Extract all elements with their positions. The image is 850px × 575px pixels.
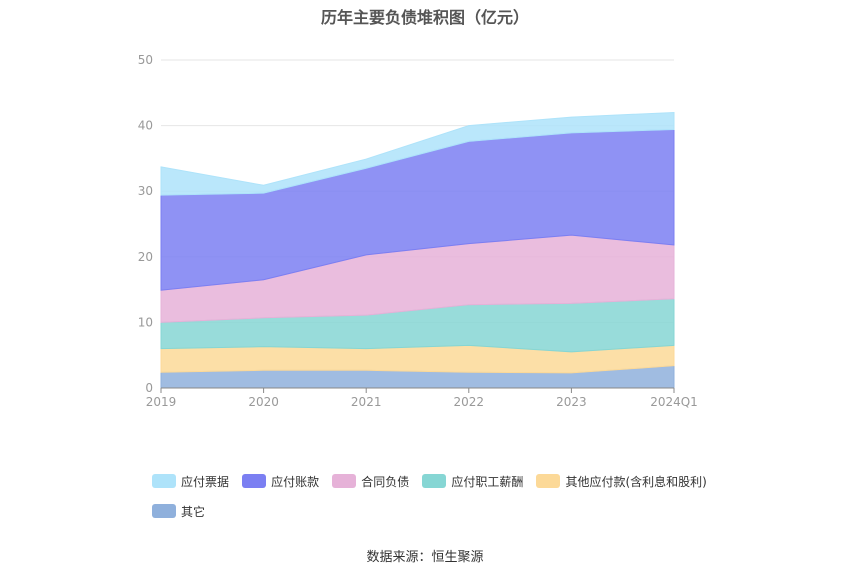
legend-swatch — [242, 474, 267, 488]
y-tick-label: 50 — [138, 53, 153, 67]
legend-swatch — [152, 474, 176, 488]
area-series — [160, 111, 675, 196]
legend-swatch — [332, 474, 357, 488]
y-tick-label: 10 — [138, 315, 153, 329]
y-tick-label: 20 — [138, 250, 153, 264]
x-tick-label: 2021 — [351, 395, 382, 409]
y-tick-label: 30 — [138, 184, 153, 198]
legend-label: 合同负债 — [361, 474, 410, 489]
legend-item-notes-payable[interactable]: 应付票据 — [152, 471, 229, 491]
legend-label: 其他应付款(含利息和股利) — [565, 474, 707, 489]
legend-swatch — [536, 474, 561, 488]
y-tick-label: 0 — [145, 381, 153, 395]
legend-item-contract-liabilities[interactable]: 合同负债 — [332, 471, 409, 491]
stacked-area-chart: 0 10 20 30 40 50 2019 2020 2021 2022 2023 2024Q1 — [138, 53, 698, 409]
x-tick-label: 2020 — [248, 395, 279, 409]
legend-item-others[interactable]: 其它 — [152, 501, 205, 521]
legend-item-other-payables[interactable]: 其他应付款(含利息和股利) — [536, 471, 707, 491]
legend-label: 其它 — [181, 504, 206, 519]
legend-label: 应付账款 — [271, 474, 320, 489]
legend-swatch — [152, 504, 176, 518]
legend-label: 应付职工薪酬 — [451, 474, 524, 489]
chart-title: 历年主要负债堆积图（亿元） — [320, 8, 529, 27]
x-tick-label: 2023 — [556, 395, 587, 409]
legend-label: 应付票据 — [181, 474, 230, 489]
x-tick-label: 2022 — [454, 395, 485, 409]
chart-legend: 应付票据 应付账款 合同负债 应付职工薪酬 其他应付款(含利息和股利) 其它 — [152, 471, 752, 531]
legend-item-employee-payable[interactable]: 应付职工薪酬 — [422, 471, 523, 491]
legend-swatch — [422, 474, 447, 488]
x-tick-label: 2024Q1 — [650, 395, 698, 409]
legend-item-accounts-payable[interactable]: 应付账款 — [242, 471, 319, 491]
y-tick-label: 40 — [138, 119, 153, 133]
data-source-note: 数据来源：恒生聚源 — [366, 550, 484, 565]
x-tick-label: 2019 — [146, 395, 177, 409]
